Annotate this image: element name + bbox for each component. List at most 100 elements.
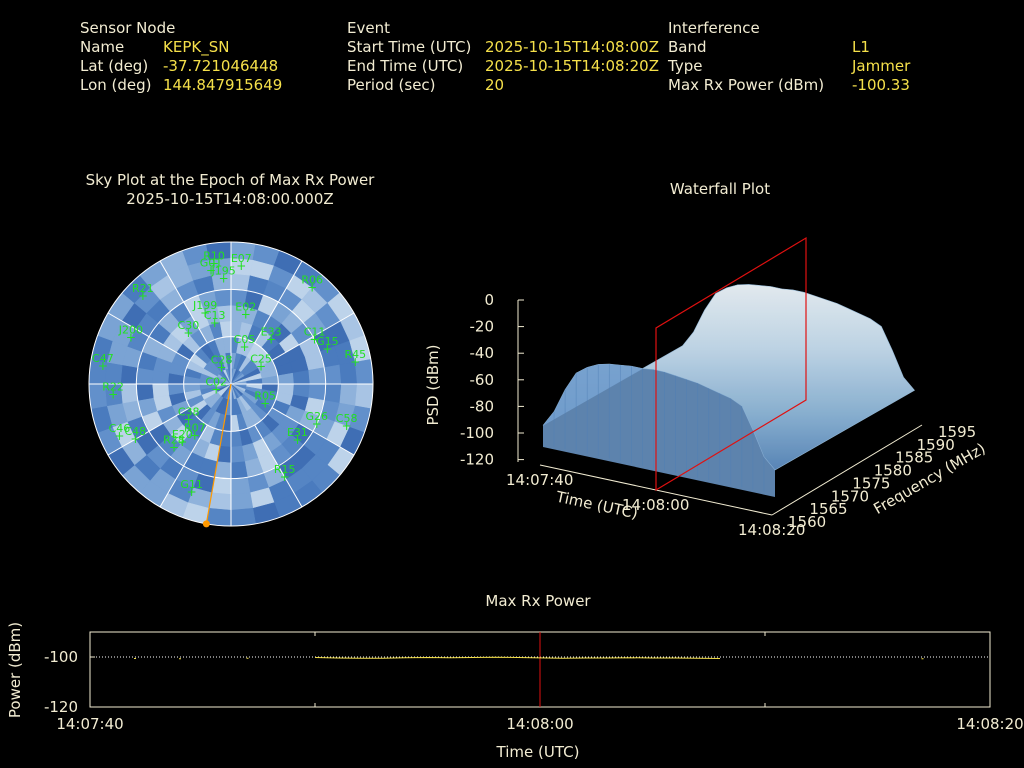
sensor-name-value: KEPK_SN [163, 38, 230, 56]
skyplot-title: Sky Plot at the Epoch of Max Rx Power [85, 171, 375, 189]
sensor-lon-value: 144.847915649 [163, 76, 283, 94]
waterfall-psd-tick-label: 0 [484, 291, 494, 309]
waterfall-freq-tick-label: 1590 [917, 436, 955, 454]
satellite-label: J200 [118, 323, 143, 336]
skyplot-subtitle: 2025-10-15T14:08:00.000Z [126, 190, 334, 208]
waterfall-marker-plane [655, 236, 807, 492]
satellite-marker: + [310, 333, 320, 347]
maxrx-y-axis-title: Power (dBm) [6, 622, 24, 718]
satellite-label: E31 [287, 426, 308, 439]
skyplot-interference-direction [205, 383, 232, 524]
skyplot-az-spoke [271, 407, 355, 456]
satellite-marker: + [312, 417, 322, 431]
satellite-marker: + [190, 429, 200, 443]
satellite-label: E20 [172, 428, 193, 441]
waterfall-psd-tick-label: -40 [470, 344, 495, 362]
waterfall-freq-tick-label: 1575 [852, 474, 890, 492]
satellite-label: R21 [132, 282, 154, 295]
skyplot-az-spoke [254, 260, 303, 344]
waterfall-freq-tick-label: 1570 [831, 487, 869, 505]
waterfall-freq-axis [771, 424, 923, 516]
satellite-label: C47 [92, 352, 114, 365]
skyplot-cell [89, 383, 107, 409]
event-end-label: End Time (UTC) [347, 57, 464, 75]
satellite-label: R06 [301, 273, 323, 286]
maxrx-y-tick-label: -120 [44, 698, 78, 716]
waterfall-time-marker [655, 236, 807, 492]
waterfall-freq-tick-label: 1595 [938, 423, 976, 441]
satellite-marker: + [322, 342, 332, 356]
satellite-marker: + [292, 433, 302, 447]
interference-type-value: Jammer [852, 57, 911, 75]
interference-maxrx-value: -100.33 [852, 76, 910, 94]
waterfall-time-tick-label: 14:08:00 [622, 496, 689, 514]
waterfall-psd-axis-title: PSD (dBm) [424, 344, 442, 425]
satellite-marker: + [126, 330, 136, 344]
waterfall-psd-tick-label: -120 [460, 451, 494, 469]
satellite-marker: + [169, 440, 179, 454]
event-end-value: 2025-10-15T14:08:20Z [485, 57, 659, 75]
interference-band-label: Band [668, 38, 707, 56]
waterfall-psd-tick-label: -80 [470, 397, 495, 415]
maxrx-x-tick-label: 14:08:00 [506, 715, 573, 733]
waterfall-freq-tick-label: 1565 [809, 500, 847, 518]
skyplot-interference-marker [202, 520, 210, 528]
satellite-label: C02 [205, 375, 227, 388]
event-heading: Event [347, 19, 390, 37]
skyplot-cell [355, 359, 373, 385]
event-period-label: Period (sec) [347, 76, 436, 94]
skyplot-az-spoke [254, 424, 303, 508]
satellite-label: E02 [235, 301, 256, 314]
event-period-value: 20 [485, 76, 505, 94]
satellite-label: J195 [211, 265, 236, 278]
satellite-marker: + [206, 264, 216, 278]
satellite-marker: + [183, 326, 193, 340]
satellite-label: C58 [336, 412, 358, 425]
sensor-lon-label: Lon (deg) [80, 76, 152, 94]
waterfall-freq-tick-label: 1580 [874, 462, 912, 480]
satellite-marker: + [239, 340, 249, 354]
waterfall-freq-tick-label: 1560 [788, 513, 826, 531]
satellite-marker: + [177, 435, 187, 449]
satellite-label: R22 [102, 380, 124, 393]
satellite-marker: + [219, 272, 229, 286]
waterfall-time-tick-label: 14:08:20 [738, 521, 805, 539]
satellite-marker: + [184, 412, 194, 426]
event-start-label: Start Time (UTC) [347, 38, 472, 56]
waterfall-freq-tick-label: 1585 [895, 449, 933, 467]
satellite-label: R28 [163, 433, 185, 446]
satellite-label: E07 [231, 252, 252, 265]
interference-maxrx-label: Max Rx Power (dBm) [668, 76, 825, 94]
satellite-label: C38 [178, 405, 200, 418]
skyplot-cell [206, 242, 232, 260]
satellite-label: C48 [125, 425, 147, 438]
waterfall-psd-tick-label: -60 [470, 371, 495, 389]
interference-band-value: L1 [852, 38, 870, 56]
skyplot-az-spoke [159, 260, 208, 344]
satellite-label: R10 [203, 250, 225, 263]
satellite-label: G15 [316, 335, 339, 348]
interference-heading: Interference [668, 19, 760, 37]
sensor-lat-label: Lat (deg) [80, 57, 149, 75]
satellite-label: G26 [306, 410, 329, 423]
satellite-marker: + [217, 361, 227, 375]
satellite-label: G01 [200, 257, 223, 270]
satellite-marker: + [130, 432, 140, 446]
satellite-label: R15 [274, 463, 296, 476]
interference-type-label: Type [668, 57, 703, 75]
satellite-marker: + [108, 387, 118, 401]
satellite-marker: + [200, 306, 210, 320]
waterfall-surface-front [543, 364, 775, 497]
waterfall-time-tick-label: 14:07:40 [506, 471, 573, 489]
satellite-marker: + [98, 359, 108, 373]
satellite-label: C46 [109, 422, 131, 435]
satellite-marker: + [236, 259, 246, 273]
satellite-label: R07 [184, 422, 206, 435]
skyplot-az-spoke [107, 312, 191, 361]
satellite-label: R05 [254, 390, 276, 403]
skyplot-az-spoke [271, 312, 355, 361]
satellite-label: G11 [180, 478, 203, 491]
sensor-heading: Sensor Node [80, 19, 176, 37]
satellite-marker: + [187, 485, 197, 499]
